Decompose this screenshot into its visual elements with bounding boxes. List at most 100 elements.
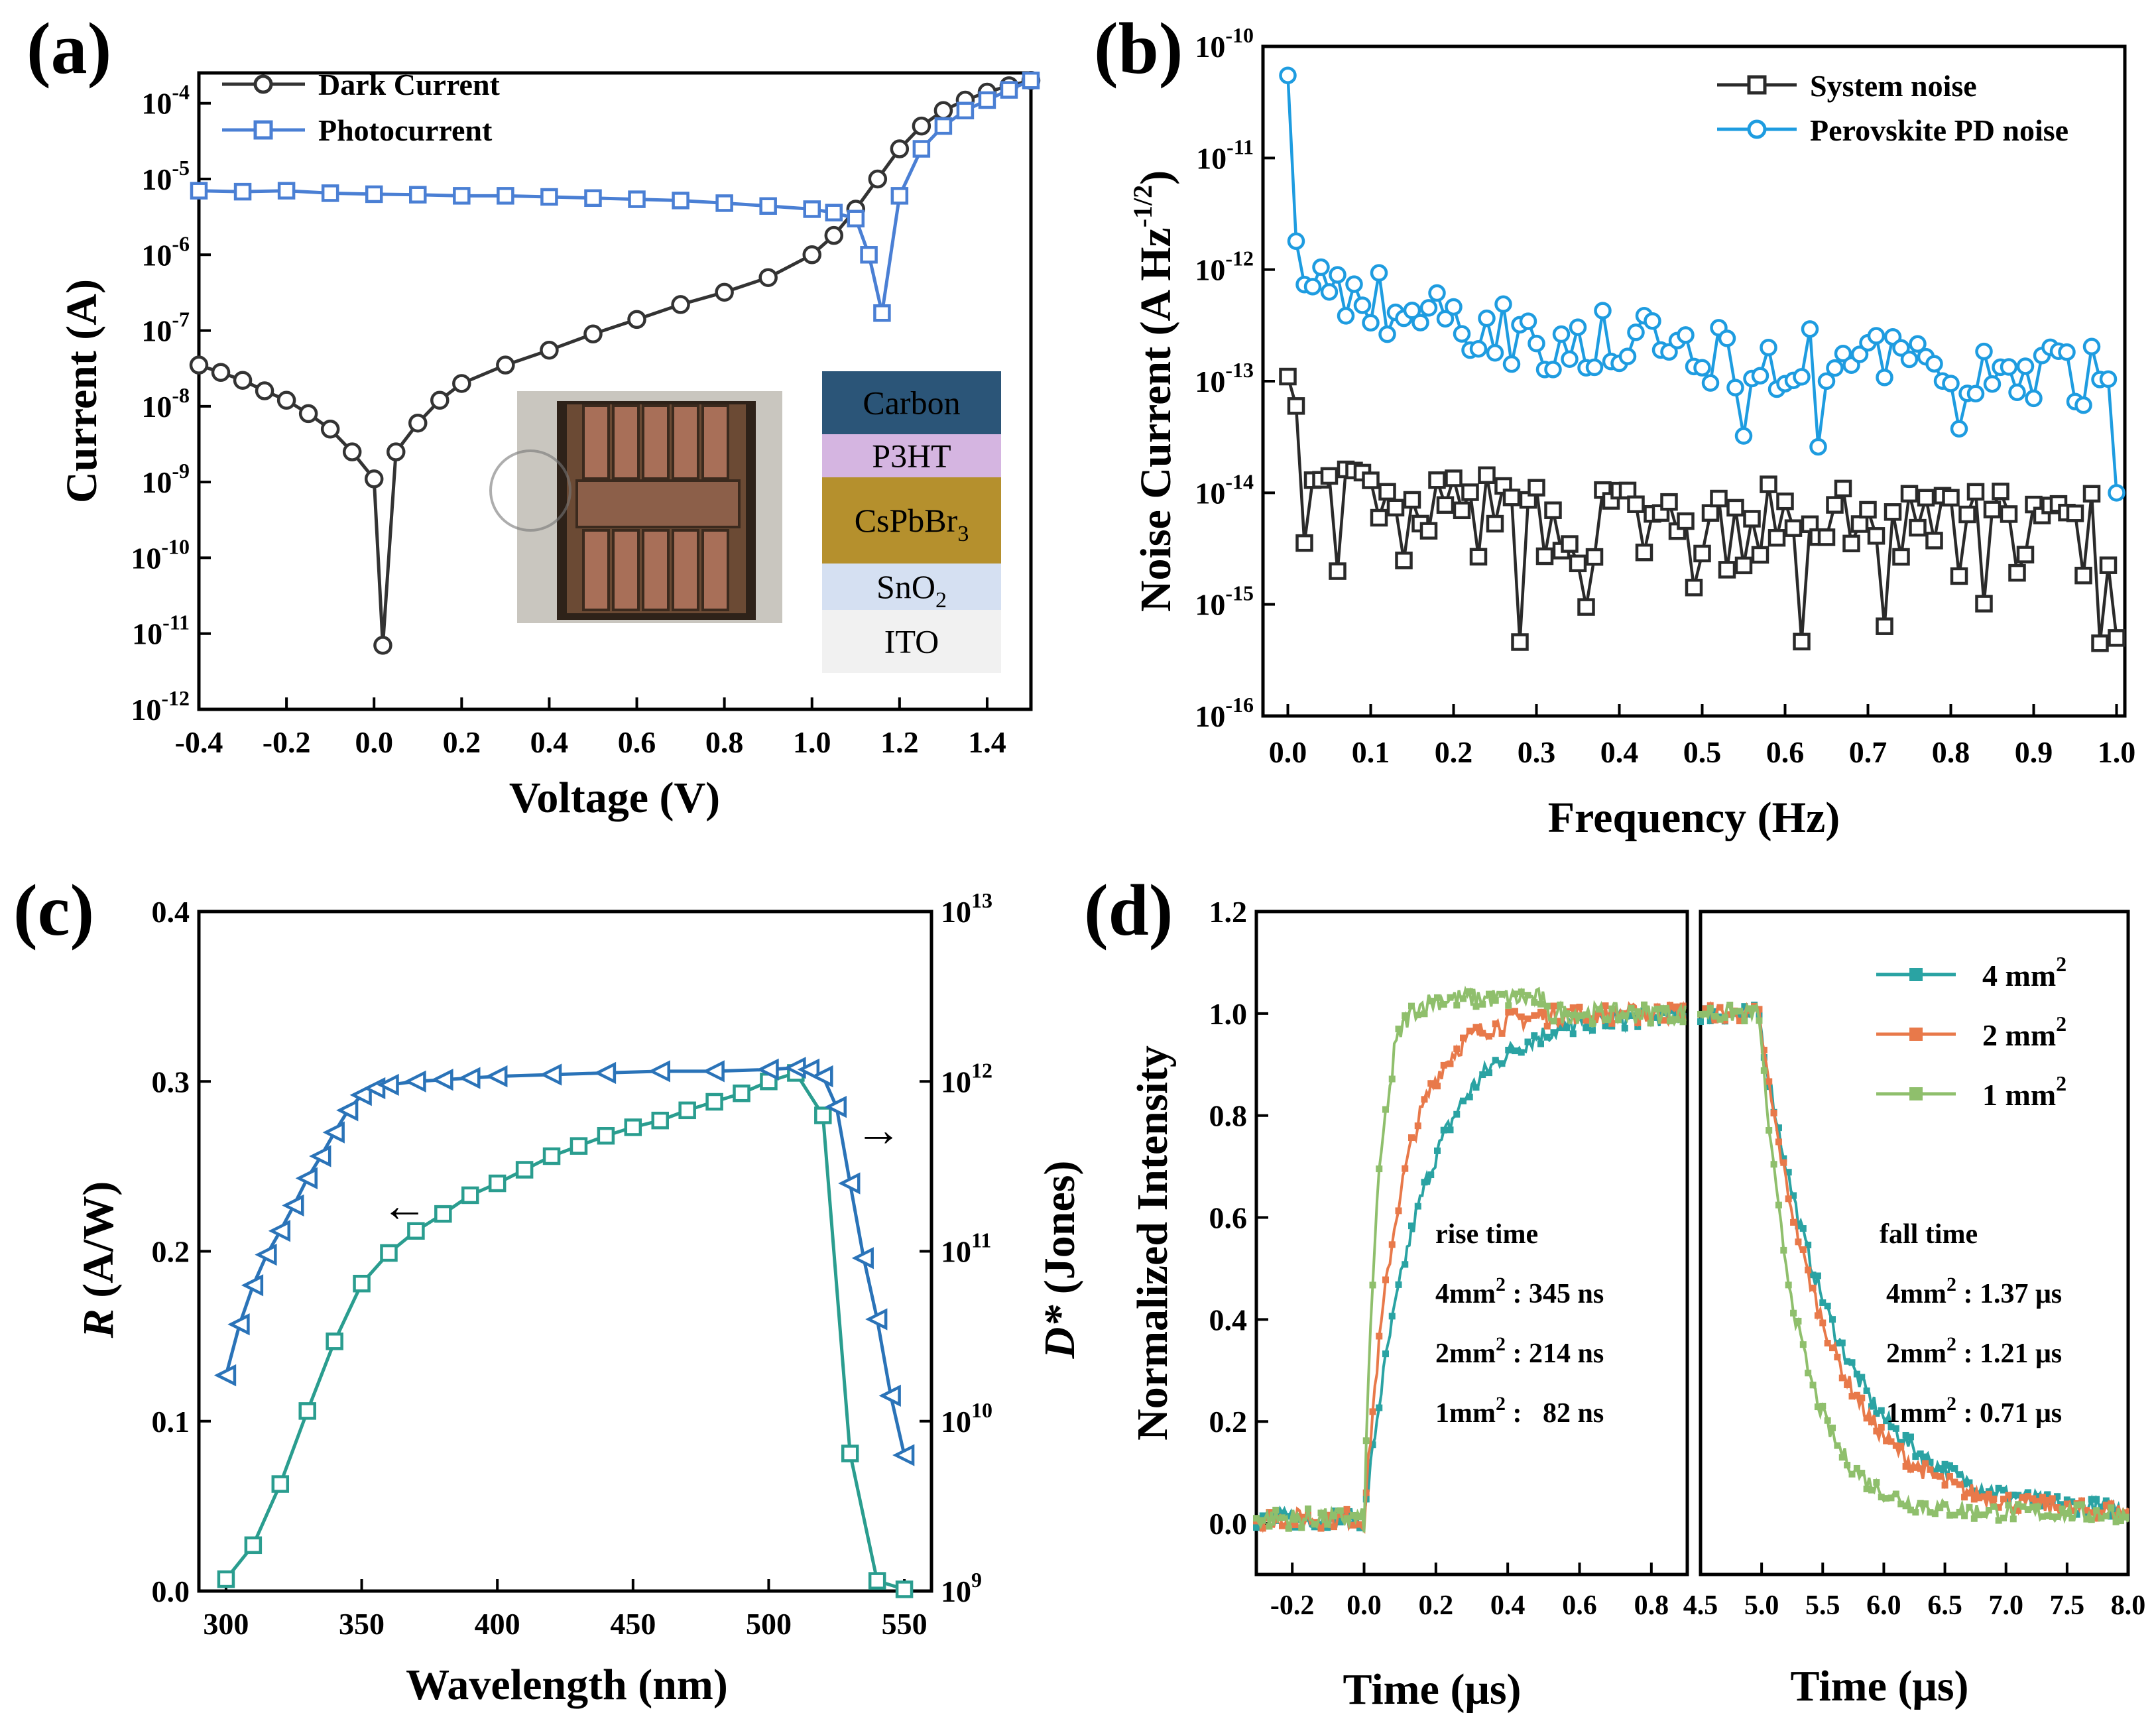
point-system-noise: [1527, 479, 1545, 497]
point-system-noise: [1850, 515, 1869, 533]
point-fall: [2009, 1515, 2017, 1523]
point-system-noise: [1428, 471, 1446, 489]
legend-marker-dark: [253, 74, 273, 94]
point-detectivity: [648, 1060, 670, 1083]
ytick-label-c-right: 109: [941, 1568, 982, 1608]
point-rise: [1440, 1126, 1447, 1134]
point-pd-noise: [1519, 312, 1537, 330]
point-rise: [1557, 1018, 1564, 1025]
xtick-label-b: 0.8: [1932, 735, 1970, 769]
point-rise: [1563, 1010, 1570, 1017]
point-rise: [1492, 1020, 1499, 1028]
point-pd-noise: [1329, 266, 1347, 284]
point-fall: [1937, 1473, 1944, 1480]
point-fall: [2039, 1494, 2046, 1501]
layer-label: CsPbBr3: [855, 502, 969, 546]
point-fall: [1917, 1450, 1924, 1457]
xtick-label-a: 1.2: [880, 725, 919, 759]
point-rise: [1317, 1510, 1325, 1517]
point-fall: [1873, 1427, 1880, 1435]
ytick-label-b: 10-11: [1196, 135, 1254, 175]
point-fall: [1844, 1381, 1851, 1388]
point-detectivity: [838, 1172, 861, 1195]
point-fall: [1726, 1011, 1734, 1018]
point-rise: [1382, 1350, 1389, 1358]
point-fall: [1707, 1018, 1714, 1025]
point-detectivity: [811, 1065, 833, 1088]
point-rise: [1253, 1515, 1260, 1522]
point-rise: [1311, 1521, 1318, 1528]
point-system-noise: [1892, 548, 1910, 566]
xtick-label-c: 300: [203, 1607, 249, 1641]
point-fall: [1892, 1490, 1899, 1498]
point-fall: [2000, 1496, 2007, 1503]
point-rise: [1253, 1524, 1260, 1531]
point-fall: [1824, 1340, 1831, 1347]
point-rise: [1505, 1046, 1512, 1053]
ytick-label-c-right: 1011: [941, 1228, 991, 1269]
point-fall: [1834, 1340, 1841, 1347]
legend-label-d: 1 mm2: [1982, 1071, 2066, 1112]
point-fall: [1912, 1509, 1919, 1516]
point-pd-noise: [1975, 342, 1993, 361]
legend-marker-pd: [1747, 119, 1767, 139]
point-system-noise: [1734, 556, 1753, 575]
chart-d-left-frame: [1254, 910, 1689, 1576]
point-system-noise: [1917, 489, 1935, 507]
point-fall: [1907, 1466, 1914, 1473]
xtick-label-d-left: -0.2: [1270, 1590, 1315, 1621]
point-rise: [1402, 1261, 1409, 1268]
point-rise: [1589, 1020, 1596, 1028]
point-detectivity: [377, 1073, 399, 1097]
point-rise: [1673, 1003, 1680, 1010]
xtick-label-b: 0.2: [1435, 735, 1473, 769]
point-fall: [2015, 1492, 2022, 1499]
point-dark: [868, 169, 888, 189]
point-rise: [1337, 1518, 1344, 1525]
point-fall: [2005, 1492, 2012, 1499]
xtick-label-b: 0.4: [1600, 735, 1639, 769]
point-rise: [1550, 1018, 1557, 1025]
layer-ito: [822, 610, 1001, 673]
point-detectivity: [593, 1061, 617, 1085]
point-fall: [2068, 1507, 2076, 1514]
point-detectivity: [404, 1070, 426, 1093]
point-responsivity: [217, 1570, 235, 1588]
point-fall: [1805, 1370, 1812, 1377]
legend-marker-d: [1909, 1028, 1923, 1041]
ytick-label-b: 10-12: [1195, 247, 1254, 287]
point-pd-noise: [2016, 357, 2035, 375]
xlabel-d-left: Time (μs): [1343, 1665, 1522, 1714]
point-rise: [1673, 1016, 1680, 1023]
point-fall: [2059, 1501, 2066, 1508]
point-fall: [1697, 1018, 1704, 1026]
point-fall: [2102, 1497, 2110, 1504]
point-pd-noise: [1876, 369, 1893, 386]
point-fall: [2102, 1512, 2110, 1519]
point-photo: [584, 189, 602, 207]
point-pd-noise: [1320, 283, 1339, 301]
point-fall: [1838, 1339, 1846, 1346]
point-rise: [1518, 1013, 1525, 1020]
point-system-noise: [1867, 527, 1886, 545]
point-rise: [1531, 999, 1538, 1006]
point-system-noise: [1842, 534, 1860, 553]
point-system-noise: [1718, 561, 1736, 579]
point-pd-noise: [1585, 358, 1604, 377]
point-detectivity: [702, 1060, 725, 1083]
point-rise: [1518, 988, 1525, 996]
point-rise: [1266, 1523, 1273, 1530]
point-fall: [2073, 1511, 2080, 1518]
point-system-noise: [1320, 467, 1339, 485]
point-fall: [1922, 1460, 1929, 1467]
point-system-noise: [1975, 595, 1993, 613]
point-fall: [1814, 1272, 1821, 1279]
point-fall: [1844, 1462, 1851, 1469]
ytick-label-c-left: 0.3: [152, 1065, 190, 1098]
point-fall: [1931, 1468, 1939, 1476]
point-fall: [2049, 1513, 2056, 1520]
point-rise: [1531, 1032, 1538, 1039]
point-rise: [1615, 1016, 1622, 1024]
point-fall: [1990, 1503, 1998, 1510]
point-detectivity: [878, 1384, 901, 1407]
